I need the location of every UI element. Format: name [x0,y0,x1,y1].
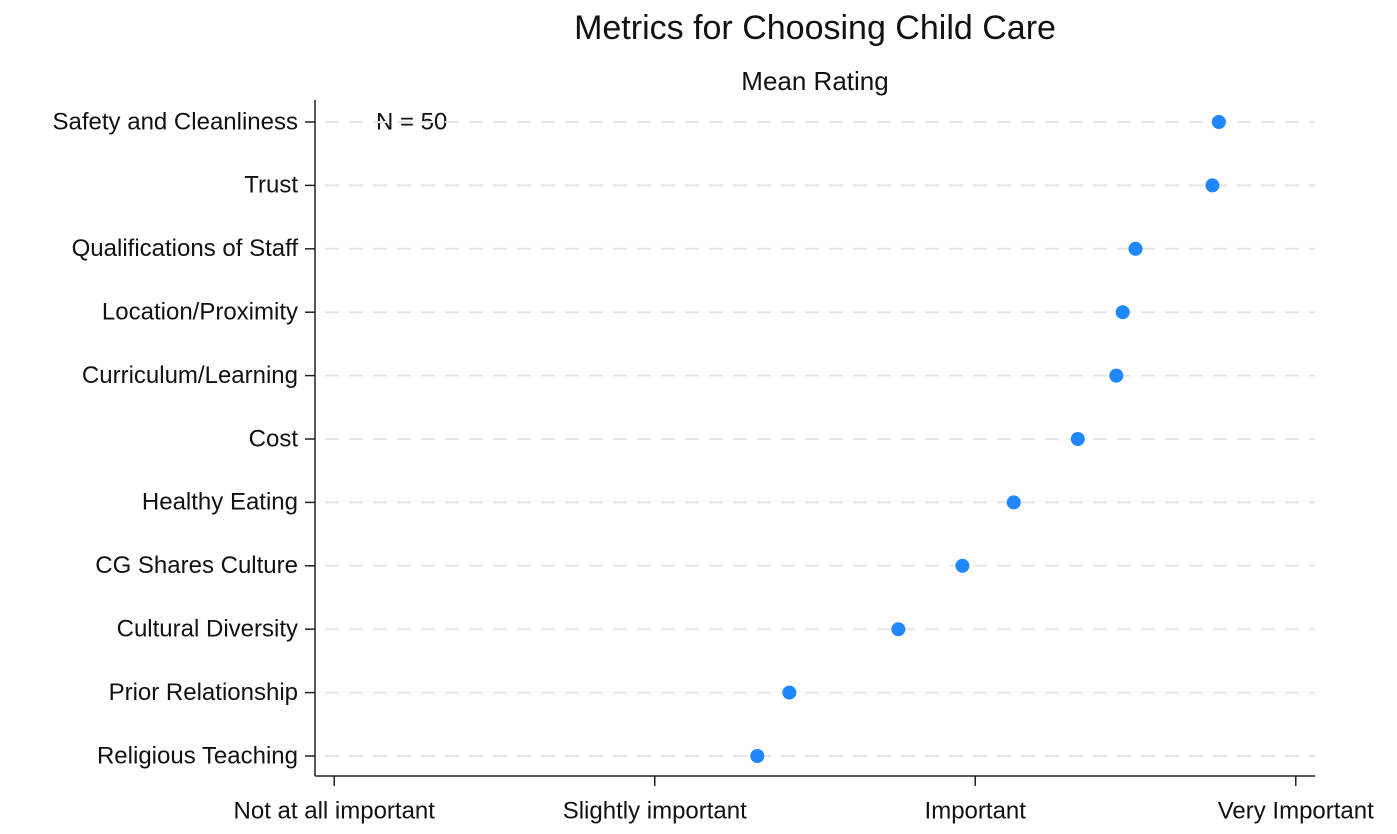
dot [1128,241,1143,256]
x-tick-label: Slightly important [563,797,747,824]
dot [750,749,765,763]
y-tick-label: Curriculum/Learning [82,362,298,389]
dot [1115,305,1130,320]
y-tick-label: Safety and Cleanliness [53,108,298,135]
y-tick-label: Prior Relationship [109,679,298,706]
dot [1070,432,1085,446]
dot [1205,178,1220,193]
chart-subtitle: Mean Rating [741,66,888,96]
dot [1006,495,1021,510]
y-tick-label: Religious Teaching [97,742,298,769]
dot [1211,115,1226,129]
dot [782,685,797,700]
y-tick-label: Healthy Eating [142,489,298,516]
chart-title: Metrics for Choosing Child Care [574,9,1056,47]
y-tick-label: Cost [249,425,299,452]
dot [891,622,906,637]
y-tick-label: CG Shares Culture [95,552,298,579]
y-tick-label: Cultural Diversity [117,616,298,643]
dot [1109,368,1124,383]
y-tick-label: Location/Proximity [102,299,298,326]
x-tick-label: Important [925,797,1027,824]
x-tick-label: Not at all important [234,797,436,824]
y-tick-label: Trust [244,172,298,199]
y-tick-label: Qualifications of Staff [72,235,299,262]
dot [955,558,970,573]
annotation: N = 50 [376,108,447,135]
x-tick-label: Very Important [1218,797,1374,824]
